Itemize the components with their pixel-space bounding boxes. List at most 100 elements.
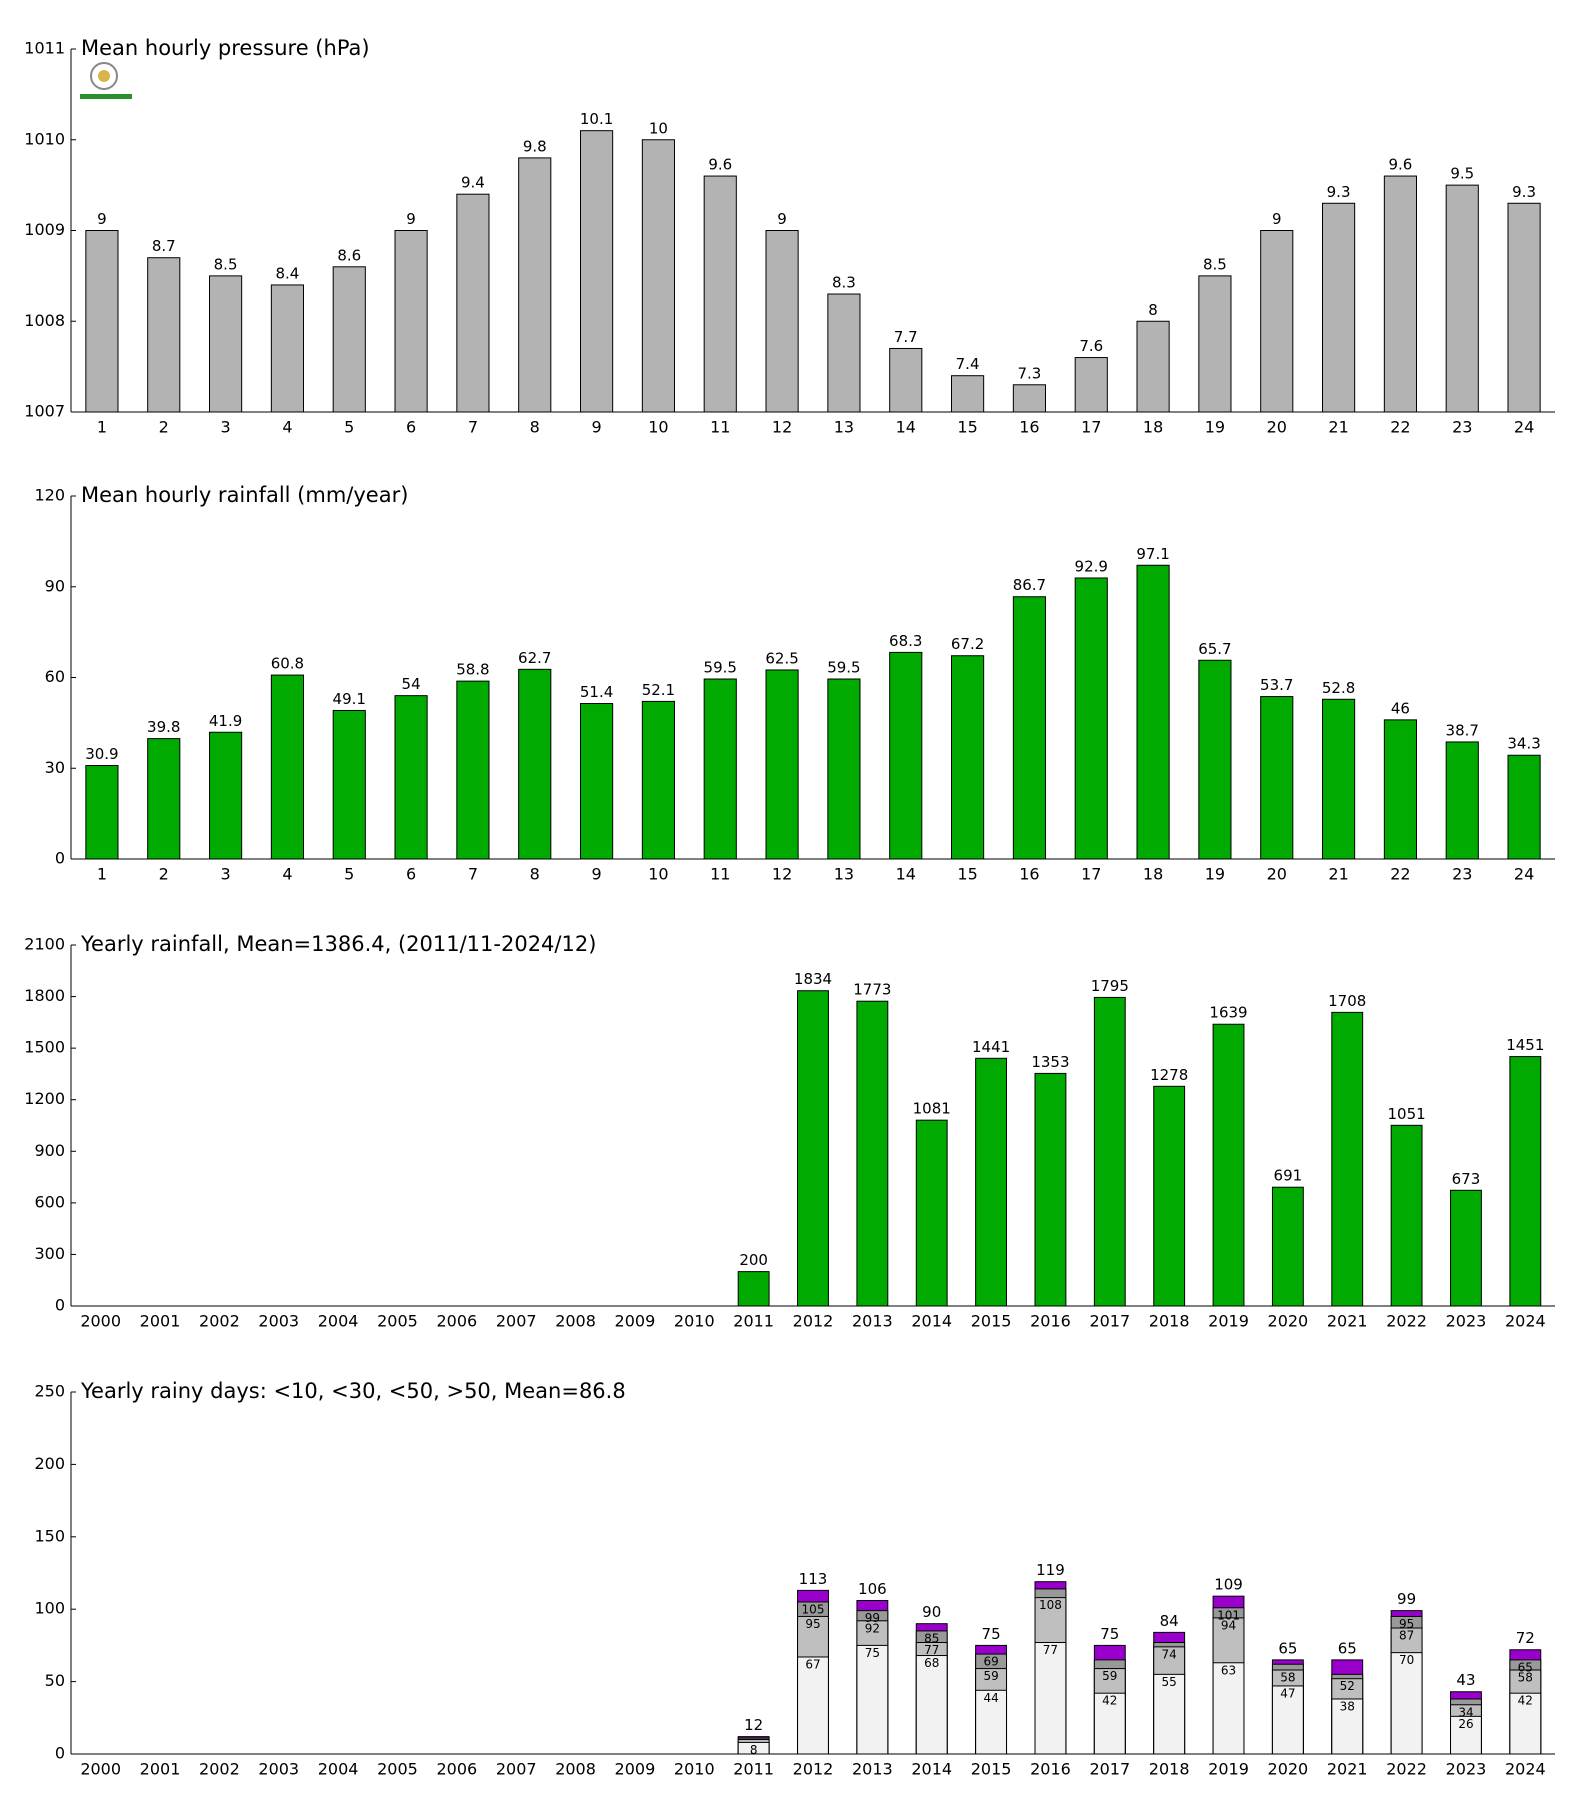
bar — [975, 1057, 1008, 1307]
bar-segment — [1271, 1685, 1304, 1755]
segment-label: 92 — [865, 1621, 880, 1635]
value-label: 60.8 — [271, 655, 304, 673]
chart-title: Yearly rainy days: <10, <30, <50, >50, M… — [80, 1379, 626, 1403]
x-tick-label: 2013 — [852, 1312, 893, 1331]
bar-segment — [1509, 1692, 1542, 1755]
x-tick-label: 13 — [834, 418, 854, 437]
x-tick-label: 24 — [1514, 418, 1534, 437]
value-label: 9.8 — [523, 137, 547, 155]
segment-label: 26 — [1458, 1717, 1473, 1731]
value-label: 67.2 — [951, 635, 984, 653]
segment-label: 58 — [1280, 1671, 1295, 1685]
value-label: 9.6 — [708, 156, 732, 174]
bar-segment — [1153, 1673, 1186, 1755]
segment-label: 59 — [1102, 1669, 1117, 1683]
value-label: 9.6 — [1388, 156, 1412, 174]
bar — [1012, 596, 1046, 860]
bar — [518, 157, 552, 413]
segment-label: 65 — [1518, 1660, 1533, 1674]
x-tick-label: 15 — [957, 418, 977, 437]
value-label: 9 — [777, 210, 787, 228]
value-label: 8.7 — [152, 237, 176, 255]
x-tick-label: 2000 — [80, 1760, 121, 1779]
x-tick-label: 9 — [591, 418, 601, 437]
value-label: 8.3 — [832, 274, 856, 292]
bar — [1390, 1124, 1423, 1307]
bar — [703, 175, 737, 413]
value-label: 58.8 — [456, 661, 489, 679]
value-label: 1278 — [1150, 1066, 1188, 1084]
x-tick-label: 2022 — [1386, 1760, 1427, 1779]
segment-label: 101 — [1217, 1608, 1240, 1622]
bar — [332, 709, 366, 860]
x-tick-label: 2010 — [674, 1312, 715, 1331]
x-tick-label: 2012 — [793, 1760, 834, 1779]
y-tick-label: 900 — [34, 1141, 65, 1160]
x-tick-label: 1 — [97, 418, 107, 437]
x-tick-label: 11 — [710, 418, 730, 437]
value-label: 8.5 — [1203, 255, 1227, 273]
bar — [456, 680, 490, 860]
x-tick-label: 2021 — [1327, 1312, 1368, 1331]
y-tick-label: 30 — [45, 758, 65, 777]
x-tick-label: 2003 — [258, 1312, 299, 1331]
value-label: 9.4 — [461, 174, 485, 192]
value-label: 8.5 — [214, 255, 238, 273]
x-tick-label: 17 — [1081, 865, 1101, 884]
value-label: 9 — [1272, 210, 1282, 228]
segment-label: 95 — [1399, 1617, 1414, 1631]
x-tick-label: 2016 — [1030, 1760, 1071, 1779]
x-tick-label: 2004 — [318, 1760, 359, 1779]
x-tick-label: 2019 — [1208, 1312, 1249, 1331]
bar-segment — [915, 1655, 948, 1755]
bar — [1034, 1072, 1067, 1307]
bar — [1198, 659, 1232, 860]
total-label: 43 — [1456, 1671, 1475, 1689]
x-tick-label: 2009 — [615, 1312, 656, 1331]
bar — [85, 765, 119, 860]
bar — [270, 674, 304, 860]
x-tick-label: 2010 — [674, 1760, 715, 1779]
value-label: 97.1 — [1136, 545, 1169, 563]
x-tick-label: 4 — [282, 418, 292, 437]
x-tick-label: 2000 — [80, 1312, 121, 1331]
bar — [915, 1119, 948, 1307]
x-tick-label: 7 — [468, 418, 478, 437]
x-tick-label: 9 — [591, 865, 601, 884]
logo — [80, 62, 132, 99]
x-tick-label: 20 — [1267, 418, 1287, 437]
value-label: 1441 — [972, 1038, 1010, 1056]
value-label: 52.8 — [1322, 679, 1355, 697]
value-label: 54 — [402, 675, 421, 693]
bar-segment — [1093, 1692, 1126, 1755]
x-tick-label: 14 — [896, 865, 916, 884]
value-label: 65.7 — [1198, 640, 1231, 658]
value-label: 7.6 — [1079, 337, 1103, 355]
x-tick-label: 22 — [1390, 418, 1410, 437]
bar — [1331, 1011, 1364, 1307]
x-tick-label: 1 — [97, 865, 107, 884]
y-tick-label: 1800 — [24, 986, 65, 1005]
x-tick-label: 2 — [159, 418, 169, 437]
bar — [889, 347, 923, 413]
x-tick-label: 15 — [957, 865, 977, 884]
bar-segment — [1390, 1652, 1423, 1755]
segment-label: 58 — [1518, 1671, 1533, 1685]
y-tick-label: 1200 — [24, 1089, 65, 1108]
bar — [580, 130, 614, 413]
x-tick-label: 6 — [406, 418, 416, 437]
y-tick-label: 2100 — [24, 935, 65, 954]
y-tick-label: 50 — [45, 1671, 65, 1690]
x-tick-label: 2005 — [377, 1312, 418, 1331]
x-tick-label: 2002 — [199, 1312, 240, 1331]
value-label: 34.3 — [1507, 735, 1540, 753]
bar — [1136, 320, 1170, 413]
y-tick-label: 600 — [34, 1192, 65, 1211]
x-tick-label: 20 — [1267, 865, 1287, 884]
segment-label: 8 — [750, 1743, 758, 1757]
x-tick-label: 12 — [772, 418, 792, 437]
y-tick-label: 0 — [55, 1296, 65, 1315]
segment-label: 77 — [924, 1643, 939, 1657]
y-tick-label: 0 — [55, 1744, 65, 1763]
